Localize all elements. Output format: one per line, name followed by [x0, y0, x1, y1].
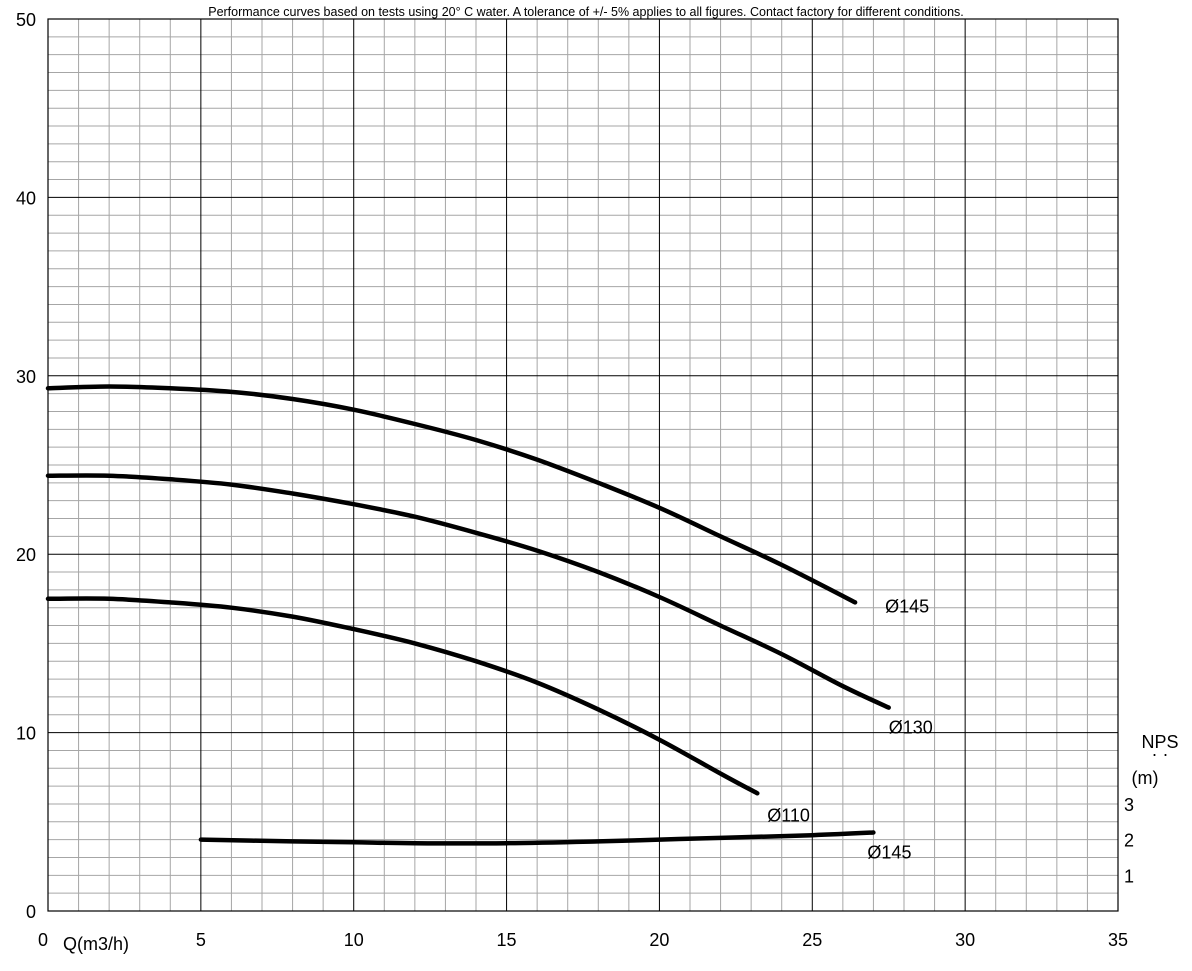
chart-note: Performance curves based on tests using …: [208, 5, 964, 19]
npsh-axis-label-dots: · ·: [1152, 744, 1169, 764]
curve-head-2: [45, 596, 760, 796]
x-tick-label: 10: [344, 930, 364, 950]
x-tick-label: 15: [497, 930, 517, 950]
y-tick-label: 10: [16, 724, 36, 744]
x-tick-label: 0: [38, 930, 48, 950]
curve-head-1: [45, 473, 891, 710]
curve-label-npsh-3: Ø145: [867, 843, 911, 863]
npsh-axis-unit: (m): [1132, 768, 1159, 788]
npsh-axis: NPS · · (m) 1 2 3: [1124, 732, 1179, 886]
y-tick-label: 50: [16, 10, 36, 30]
curve-label-head-1: Ø130: [889, 718, 933, 738]
x-tick-label: 35: [1108, 930, 1128, 950]
y-tick-label: 30: [16, 367, 36, 387]
x-axis-ticks: 0 5 10 15 20 25 30 35: [38, 930, 1128, 950]
curves: [45, 384, 891, 846]
x-tick-label: 20: [649, 930, 669, 950]
minor-gridlines: [48, 19, 1118, 911]
x-tick-label: 25: [802, 930, 822, 950]
y-axis-ticks: 0 10 20 30 40 50: [16, 10, 36, 922]
y-tick-label: 20: [16, 545, 36, 565]
y-tick-label: 40: [16, 188, 36, 208]
npsh-tick-label: 2: [1124, 831, 1134, 851]
major-gridlines: [48, 19, 1118, 911]
x-axis-label: Q(m3/h): [63, 934, 129, 954]
y-tick-label: 0: [26, 902, 36, 922]
npsh-tick-label: 1: [1124, 866, 1134, 886]
curve-labels: Ø145 Ø130 Ø110 Ø145: [767, 596, 933, 862]
plot-frame: [47, 18, 1119, 912]
npsh-axis-label-top: NPS: [1141, 732, 1178, 752]
curve-label-head-2: Ø110: [767, 805, 810, 825]
curve-label-head-0: Ø145: [885, 596, 929, 616]
curve-head-0: [45, 384, 858, 605]
npsh-tick-label: 3: [1124, 795, 1134, 815]
plot-border: [47, 18, 1119, 912]
x-tick-label: 5: [196, 930, 206, 950]
curve-npsh-3: [198, 830, 876, 846]
x-tick-label: 30: [955, 930, 975, 950]
